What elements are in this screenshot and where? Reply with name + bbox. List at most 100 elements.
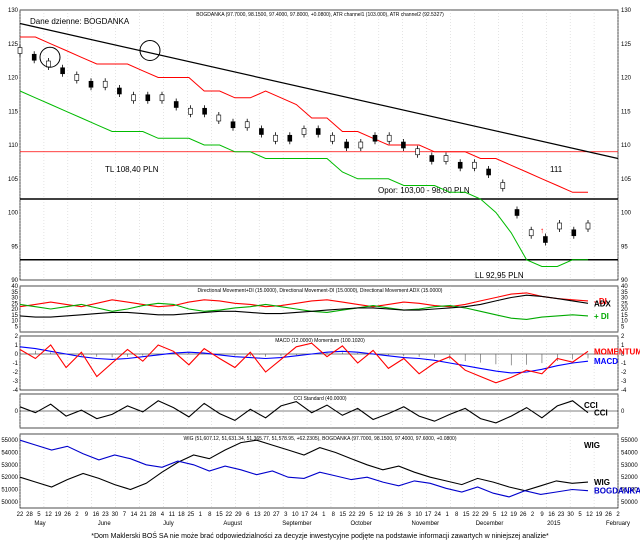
x-day-label: 2 xyxy=(531,512,535,518)
x-day-label: 4 xyxy=(161,512,165,518)
y-tick-label-right: 115 xyxy=(621,109,631,115)
candle-body xyxy=(344,141,349,149)
x-day-label: 21 xyxy=(140,512,147,518)
x-day-label: 6 xyxy=(246,512,250,518)
panel-frame xyxy=(19,335,619,391)
x-day-label: 17 xyxy=(425,512,432,518)
x-day-label: 15 xyxy=(216,512,223,518)
y-tick-label-left: 130 xyxy=(8,8,19,14)
candle-body xyxy=(60,67,65,75)
x-day-label: 10 xyxy=(415,512,422,518)
x-day-label: 1 xyxy=(322,512,326,518)
x-day-label: 22 xyxy=(472,512,479,518)
candle-body xyxy=(514,209,520,216)
candle-body xyxy=(259,128,264,135)
x-day-label: 24 xyxy=(311,512,318,518)
highlight-circle xyxy=(139,40,161,61)
y-tick-label-left: 40 xyxy=(11,284,18,290)
series-label: + DI xyxy=(594,312,609,321)
y-tick-label-right: 53000 xyxy=(621,463,638,469)
x-day-label: 12 xyxy=(501,512,508,518)
disclaimer: *Dom Maklerski BOŚ SA nie może brać odpo… xyxy=(91,531,549,540)
panel-title: BOGDANKA (97.7000, 98.1500, 97.4000, 97.… xyxy=(196,12,444,18)
x-month-label: September xyxy=(282,521,311,527)
x-day-label: 16 xyxy=(548,512,555,518)
candle-body xyxy=(202,107,207,115)
x-month-label: December xyxy=(476,521,504,527)
x-day-label: 18 xyxy=(178,512,185,518)
y-tick-label-right: -2 xyxy=(621,370,627,376)
candle-body xyxy=(557,222,562,230)
panel-title: CCI Standard (40.0000) xyxy=(293,396,346,402)
y-tick-label-left: 0 xyxy=(15,352,19,358)
x-day-label: 23 xyxy=(558,512,565,518)
x-day-label: 19 xyxy=(596,512,603,518)
y-tick-label-right: 20 xyxy=(621,307,628,313)
y-tick-label-right: 90 xyxy=(621,278,628,284)
candle-body xyxy=(585,222,591,230)
y-tick-label-right: 5 xyxy=(621,324,625,330)
x-day-label: 26 xyxy=(396,512,403,518)
panel-frame xyxy=(19,9,619,281)
y-tick-label-left: 2 xyxy=(15,334,19,340)
x-day-label: 26 xyxy=(520,512,527,518)
x-day-label: 9 xyxy=(85,512,89,518)
candle-body xyxy=(159,94,165,102)
atr-channel-lower xyxy=(19,90,588,267)
y-tick-label-right: 10 xyxy=(621,319,628,325)
y-tick-label-right: 130 xyxy=(621,8,632,14)
x-axis: 22 28 5 12 19 26 2 9 16 23 30 7 14 21 28 4 11 18 25 1 8 15 22 2… xyxy=(17,512,630,527)
x-day-label: 10 xyxy=(292,512,299,518)
series-label: WIG xyxy=(594,478,610,487)
x-day-label: 22 xyxy=(349,512,356,518)
y-tick-label-right: -4 xyxy=(621,388,627,394)
y-tick-label-right: 50000 xyxy=(621,500,638,506)
y-tick-label-left: 35 xyxy=(11,290,18,296)
x-day-label: 15 xyxy=(339,512,346,518)
panel-wig: WIG (51,607.12, 51,631.34, 51,365.77, 51… xyxy=(1,433,640,509)
series-label: MOMENTUM xyxy=(594,347,640,356)
x-day-label: 8 xyxy=(208,512,212,518)
level-label: LL 92,95 PLN xyxy=(475,271,524,280)
y-tick-label-left: 110 xyxy=(8,143,18,149)
x-day-label: 19 xyxy=(55,512,62,518)
x-month-label: June xyxy=(98,521,112,527)
y-tick-label-right: 105 xyxy=(621,177,632,183)
candle-body xyxy=(457,161,463,169)
candle-body xyxy=(415,148,420,156)
x-month-label: November xyxy=(411,521,439,527)
y-tick-label-left: 125 xyxy=(8,42,19,48)
candle-body xyxy=(102,80,108,88)
y-tick-label-left: 10 xyxy=(11,319,18,325)
series-line-macd xyxy=(19,346,589,374)
candle-body xyxy=(145,94,151,102)
candle-body xyxy=(74,74,80,81)
series-label: MACD xyxy=(594,357,618,366)
y-tick-label-left: 50000 xyxy=(1,500,18,506)
y-tick-label-right: 1 xyxy=(621,343,625,349)
y-tick-label-left: 90 xyxy=(11,278,18,284)
x-day-label: 20 xyxy=(263,512,270,518)
x-day-label: 5 xyxy=(37,512,41,518)
x-day-label: 8 xyxy=(332,512,336,518)
y-tick-label-left: 95 xyxy=(11,244,18,250)
panel-frame xyxy=(19,433,619,509)
x-day-label: 28 xyxy=(26,512,33,518)
candle-body xyxy=(17,47,23,54)
y-tick-label-left: 115 xyxy=(8,109,18,115)
series-line-momentum xyxy=(19,342,589,384)
y-tick-label-right: 30 xyxy=(621,296,628,302)
y-tick-label-left: 5 xyxy=(15,324,19,330)
y-tick-label-left: 30 xyxy=(11,296,18,302)
y-tick-label-left: -4 xyxy=(13,388,19,394)
y-tick-label-left: 100 xyxy=(8,211,19,217)
x-day-label: 30 xyxy=(567,512,574,518)
candle-body xyxy=(216,114,222,122)
level-label: TL 108,40 PLN xyxy=(105,165,159,174)
y-tick-label-left: 54000 xyxy=(1,451,18,457)
candle-body xyxy=(386,134,392,142)
panel-marker-label: CCI xyxy=(584,401,598,410)
y-tick-label-right: 15 xyxy=(621,313,628,319)
series-label: BOGDANKA xyxy=(594,487,640,496)
